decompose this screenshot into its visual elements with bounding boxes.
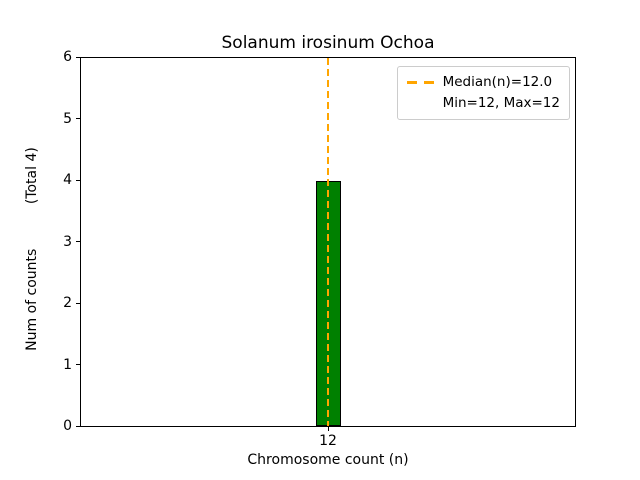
legend-row-median: Median(n)=12.0 <box>406 72 560 93</box>
y-tick-mark <box>76 56 80 58</box>
legend: Median(n)=12.0 Min=12, Max=12 <box>396 66 570 120</box>
y-tick-label: 4 <box>63 172 72 188</box>
y-tick-mark <box>76 241 80 242</box>
y-tick-mark <box>76 364 80 365</box>
legend-label-minmax: Min=12, Max=12 <box>442 95 560 111</box>
plot-area: Median(n)=12.0 Min=12, Max=12 <box>80 57 576 427</box>
legend-row-minmax: Min=12, Max=12 <box>407 93 560 114</box>
chart-title: Solanum irosinum Ochoa <box>221 33 435 53</box>
y-tick-mark <box>76 118 80 119</box>
x-axis-label: Chromosome count (n) <box>247 452 409 468</box>
x-tick-mark <box>327 427 329 431</box>
y-tick-mark <box>76 302 80 304</box>
y-tick-label: 0 <box>63 418 72 434</box>
median-dashed-line-swatch <box>406 81 434 84</box>
y-tick-label: 6 <box>63 49 72 65</box>
y-tick-label: 3 <box>63 233 72 250</box>
y-tick-mark <box>76 179 80 181</box>
median-line <box>327 58 329 426</box>
y-tick-label: 2 <box>63 295 72 311</box>
legend-label-median: Median(n)=12.0 <box>442 74 553 90</box>
y-tick-mark <box>76 425 80 427</box>
y-axis-label: Num of counts (Total 4) <box>24 147 40 351</box>
x-tick-label: 12 <box>319 433 337 449</box>
y-tick-label: 1 <box>63 356 72 373</box>
y-tick-label: 5 <box>63 110 72 127</box>
legend-blank-swatch <box>407 102 434 105</box>
